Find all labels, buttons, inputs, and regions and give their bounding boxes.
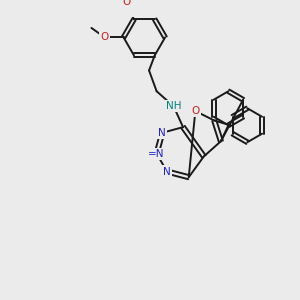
Text: O: O xyxy=(191,106,200,116)
Text: O: O xyxy=(100,32,109,42)
Text: N: N xyxy=(163,167,171,176)
Text: N: N xyxy=(158,128,166,138)
Text: NH: NH xyxy=(166,101,182,111)
Text: =N: =N xyxy=(148,148,165,159)
Text: O: O xyxy=(122,0,130,8)
